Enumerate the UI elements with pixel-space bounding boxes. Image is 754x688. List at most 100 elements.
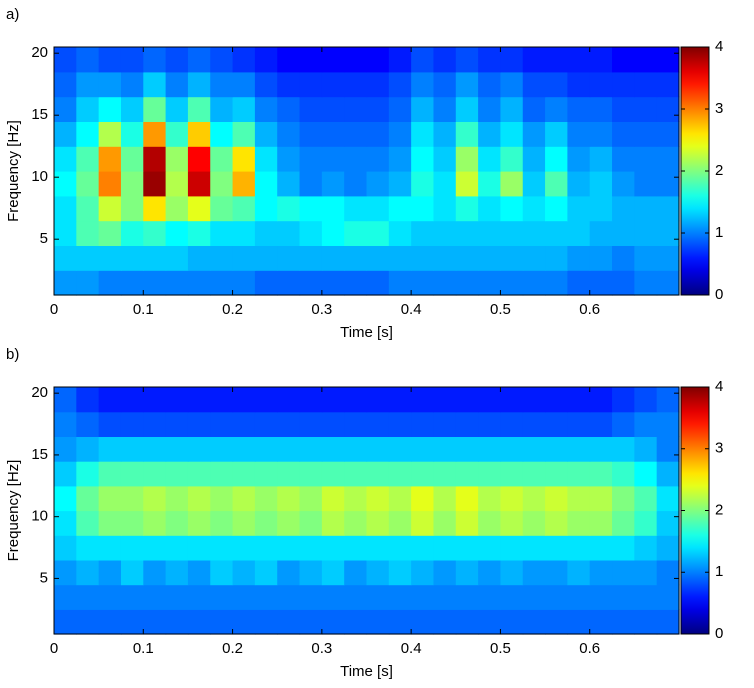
- heatmap-cell: [143, 245, 167, 271]
- heatmap-cell: [210, 559, 234, 586]
- heatmap-cell: [567, 171, 591, 197]
- heatmap-cell: [254, 121, 278, 147]
- heatmap-cell: [500, 411, 524, 437]
- heatmap-cell: [656, 485, 680, 512]
- heatmap-cell: [277, 584, 301, 610]
- heatmap-cell: [277, 436, 301, 462]
- heatmap-cell: [344, 71, 368, 98]
- heatmap-cell: [455, 436, 479, 462]
- heatmap-cell: [589, 411, 613, 437]
- heatmap-cell: [120, 485, 144, 512]
- heatmap-cell: [54, 47, 77, 73]
- heatmap-cell: [433, 411, 457, 437]
- heatmap-cell: [411, 71, 435, 98]
- heatmap-cell: [589, 121, 613, 147]
- heatmap-cell: [411, 609, 435, 635]
- heatmap-cell: [277, 510, 301, 536]
- heatmap-cell: [634, 47, 658, 73]
- heatmap-cell: [478, 510, 502, 536]
- heatmap-cell: [232, 121, 256, 147]
- heatmap-cell: [366, 609, 390, 635]
- heatmap-cell: [411, 584, 435, 610]
- heatmap-cell: [478, 121, 502, 147]
- heatmap-cell: [98, 584, 122, 610]
- heatmap-cell: [254, 146, 278, 172]
- heatmap-cell: [433, 485, 457, 512]
- panel-label: b): [6, 346, 19, 363]
- axes-frame: [53, 386, 680, 635]
- heatmap-cell: [433, 96, 457, 122]
- heatmap-cell: [232, 609, 256, 635]
- heatmap-cell: [277, 245, 301, 271]
- heatmap-cell: [500, 121, 524, 147]
- heatmap-cell: [411, 245, 435, 271]
- heatmap-cell: [143, 535, 167, 561]
- heatmap-cell: [411, 96, 435, 122]
- heatmap-cell: [187, 387, 211, 413]
- heatmap-cell: [120, 559, 144, 586]
- heatmap-cell: [120, 510, 144, 536]
- heatmap-cell: [656, 71, 680, 98]
- heatmap-cell: [500, 584, 524, 610]
- heatmap-cell: [321, 96, 345, 122]
- heatmap-cell: [254, 171, 278, 197]
- heatmap-cell: [634, 96, 658, 122]
- heatmap-cell: [76, 146, 100, 172]
- heatmap-cell: [589, 609, 613, 635]
- heatmap-cell: [254, 220, 278, 246]
- heatmap-cell: [500, 270, 524, 296]
- heatmap-cell: [567, 436, 591, 462]
- heatmap-cell: [366, 146, 390, 172]
- heatmap-cell: [634, 195, 658, 222]
- heatmap-cell: [187, 146, 211, 172]
- heatmap-cell: [143, 559, 167, 586]
- heatmap-cell: [478, 584, 502, 610]
- heatmap-cell: [656, 609, 680, 635]
- heatmap-cell: [634, 411, 658, 437]
- heatmap-cell: [500, 387, 524, 413]
- heatmap-cell: [344, 411, 368, 437]
- heatmap-cell: [277, 559, 301, 586]
- heatmap-cell: [634, 436, 658, 462]
- heatmap-cell: [478, 609, 502, 635]
- heatmap-cell: [545, 270, 568, 296]
- heatmap-cell: [98, 436, 122, 462]
- heatmap-cell: [388, 559, 412, 586]
- heatmap-cell: [366, 171, 390, 197]
- heatmap-cell: [120, 220, 144, 246]
- heatmap-cell: [634, 220, 658, 246]
- heatmap-cell: [455, 195, 479, 222]
- heatmap-cell: [634, 387, 658, 413]
- heatmap-cell: [433, 121, 457, 147]
- heatmap-cell: [232, 436, 256, 462]
- heatmap-cell: [522, 47, 546, 73]
- heatmap-cell: [455, 535, 479, 561]
- y-tick-label: 5: [40, 569, 48, 586]
- heatmap-cell: [254, 96, 278, 122]
- colorbar-tick-label: 4: [715, 38, 723, 55]
- heatmap-cell: [545, 461, 568, 487]
- heatmap-cell: [388, 510, 412, 536]
- heatmap-cell: [589, 535, 613, 561]
- heatmap-cell: [165, 584, 189, 610]
- heatmap-cell: [656, 146, 680, 172]
- heatmap-cell: [321, 245, 345, 271]
- heatmap-cell: [321, 584, 345, 610]
- heatmap-cell: [254, 535, 278, 561]
- heatmap-cell: [277, 121, 301, 147]
- heatmap-cell: [344, 535, 368, 561]
- heatmap-cell: [656, 171, 680, 197]
- heatmap-cell: [455, 270, 479, 296]
- heatmap-cell: [299, 461, 323, 487]
- heatmap-cell: [344, 609, 368, 635]
- heatmap-cell: [54, 584, 77, 610]
- heatmap-cell: [500, 485, 524, 512]
- heatmap-cell: [277, 71, 301, 98]
- heatmap-cell: [411, 510, 435, 536]
- heatmap-cell: [433, 220, 457, 246]
- heatmap-cell: [299, 535, 323, 561]
- heatmap-cell: [143, 121, 167, 147]
- y-tick-label: 15: [31, 446, 48, 463]
- heatmap-cell: [165, 485, 189, 512]
- heatmap-cell: [589, 146, 613, 172]
